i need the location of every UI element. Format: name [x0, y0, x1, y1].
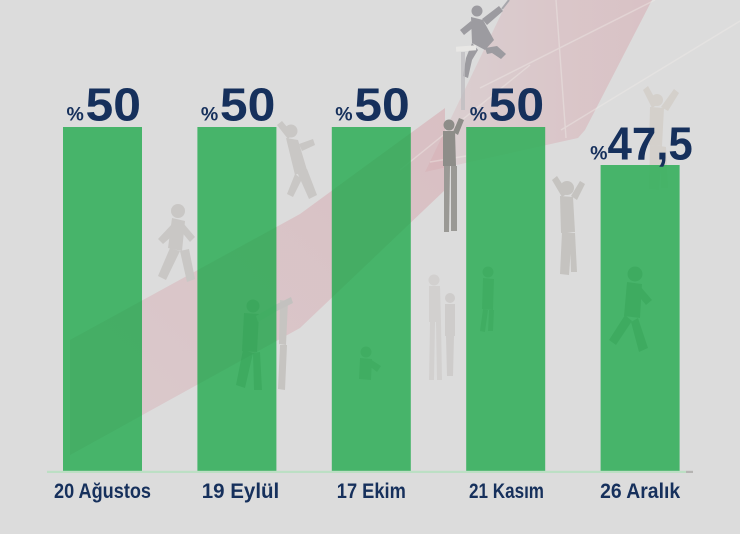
- svg-text:50: 50: [354, 79, 410, 131]
- svg-text:21 Kasım: 21 Kasım: [469, 480, 544, 503]
- svg-text:%: %: [590, 143, 607, 165]
- svg-text:19 Eylül: 19 Eylül: [202, 480, 280, 503]
- svg-text:%: %: [335, 104, 352, 126]
- svg-text:%: %: [67, 104, 84, 126]
- svg-text:47,5: 47,5: [608, 118, 693, 170]
- svg-text:20 Ağustos: 20 Ağustos: [54, 480, 151, 503]
- svg-text:%: %: [470, 104, 487, 126]
- svg-text:26 Aralık: 26 Aralık: [600, 480, 680, 503]
- svg-text:%: %: [201, 104, 218, 126]
- svg-text:50: 50: [489, 79, 545, 131]
- svg-text:17 Ekim: 17 Ekim: [337, 480, 406, 503]
- svg-text:50: 50: [86, 79, 142, 131]
- svg-text:50: 50: [220, 79, 276, 131]
